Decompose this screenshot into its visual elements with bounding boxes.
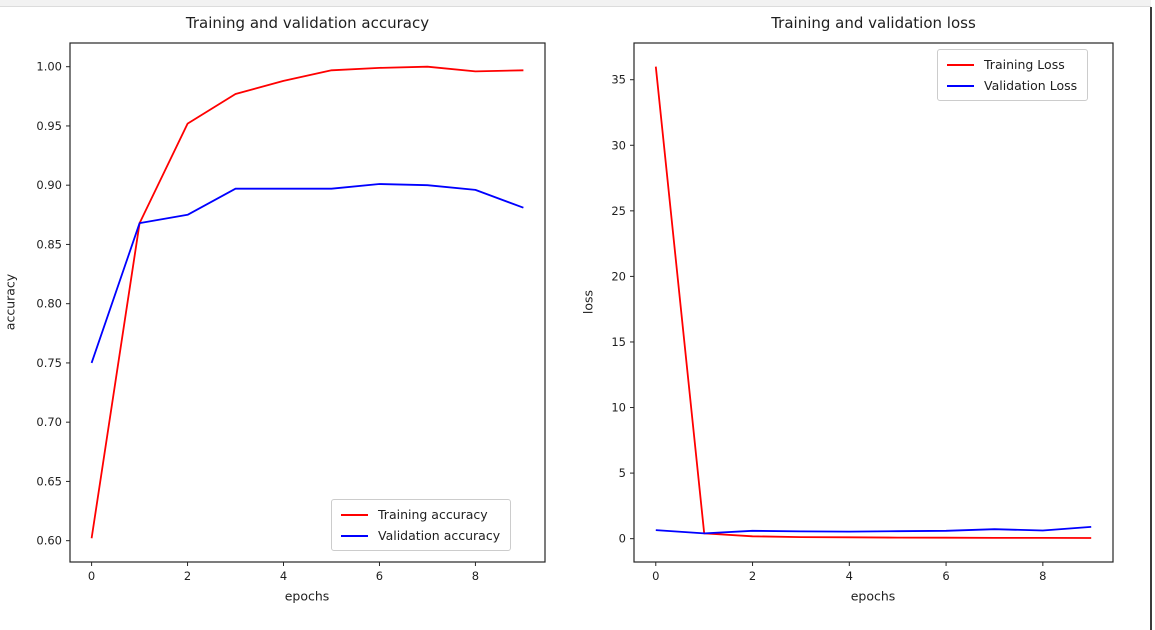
- legend-item: Training accuracy: [341, 507, 500, 522]
- y-tick-label: 0.60: [36, 534, 62, 548]
- series-line-validation-accuracy: [90, 183, 524, 364]
- loss-y-axis-label: loss: [580, 289, 596, 315]
- y-tick-label: 0.95: [36, 119, 62, 133]
- y-tick-label: 0.70: [36, 415, 62, 429]
- window-right-border: [1150, 7, 1152, 630]
- plot-frame: [69, 42, 546, 563]
- x-tick-label: 0: [652, 569, 659, 583]
- y-tick-label: 5: [619, 466, 626, 480]
- x-tick-label: 2: [749, 569, 756, 583]
- validation-accuracy-line-sample: [341, 534, 368, 537]
- x-tick-label: 0: [88, 569, 95, 583]
- legend-label: Validation accuracy: [378, 528, 501, 543]
- x-tick-label: 2: [184, 569, 191, 583]
- series-line-validation-loss: [655, 526, 1092, 535]
- y-tick-label: 0.90: [36, 178, 62, 192]
- accuracy-y-axis-label: accuracy: [2, 273, 18, 331]
- x-tick-label: 4: [846, 569, 853, 583]
- y-tick-label: 35: [611, 73, 626, 87]
- accuracy-chart-title: Training and validation accuracy: [185, 14, 430, 32]
- legend-label: Training accuracy: [378, 507, 488, 522]
- loss-legend: Training Loss Validation Loss: [937, 49, 1089, 101]
- validation-loss-line-sample: [947, 84, 974, 87]
- y-tick-label: 15: [611, 335, 626, 349]
- training-accuracy-line-sample: [341, 513, 368, 516]
- plot-frame: [633, 42, 1114, 563]
- legend-item: Validation Loss: [947, 78, 1077, 93]
- x-tick-label: 8: [472, 569, 479, 583]
- loss-x-axis-label: epochs: [850, 588, 896, 604]
- y-tick-label: 30: [611, 138, 626, 152]
- x-tick-label: 6: [942, 569, 949, 583]
- window-top-strip: [0, 0, 1151, 7]
- x-tick-label: 4: [280, 569, 287, 583]
- training-loss-line-sample: [947, 63, 974, 66]
- y-tick-label: 0.65: [36, 474, 62, 488]
- series-line-training-accuracy: [90, 65, 524, 539]
- x-tick-label: 8: [1039, 569, 1046, 583]
- x-tick-label: 6: [376, 569, 383, 583]
- legend-item: Training Loss: [947, 57, 1077, 72]
- y-tick-label: 10: [611, 401, 626, 415]
- y-tick-label: 0.80: [36, 297, 62, 311]
- legend-label: Validation Loss: [984, 78, 1078, 93]
- legend-item: Validation accuracy: [341, 528, 500, 543]
- legend-label: Training Loss: [984, 57, 1065, 72]
- y-tick-label: 1.00: [36, 60, 62, 74]
- series-line-training-loss: [654, 66, 1092, 539]
- y-tick-label: 0: [619, 532, 626, 546]
- y-tick-label: 0.75: [36, 356, 62, 370]
- y-tick-label: 20: [611, 269, 626, 283]
- y-tick-label: 0.85: [36, 237, 62, 251]
- loss-chart-title: Training and validation loss: [771, 14, 976, 32]
- accuracy-legend: Training accuracy Validation accuracy: [331, 499, 512, 551]
- y-tick-label: 25: [611, 204, 626, 218]
- accuracy-x-axis-label: epochs: [284, 588, 330, 604]
